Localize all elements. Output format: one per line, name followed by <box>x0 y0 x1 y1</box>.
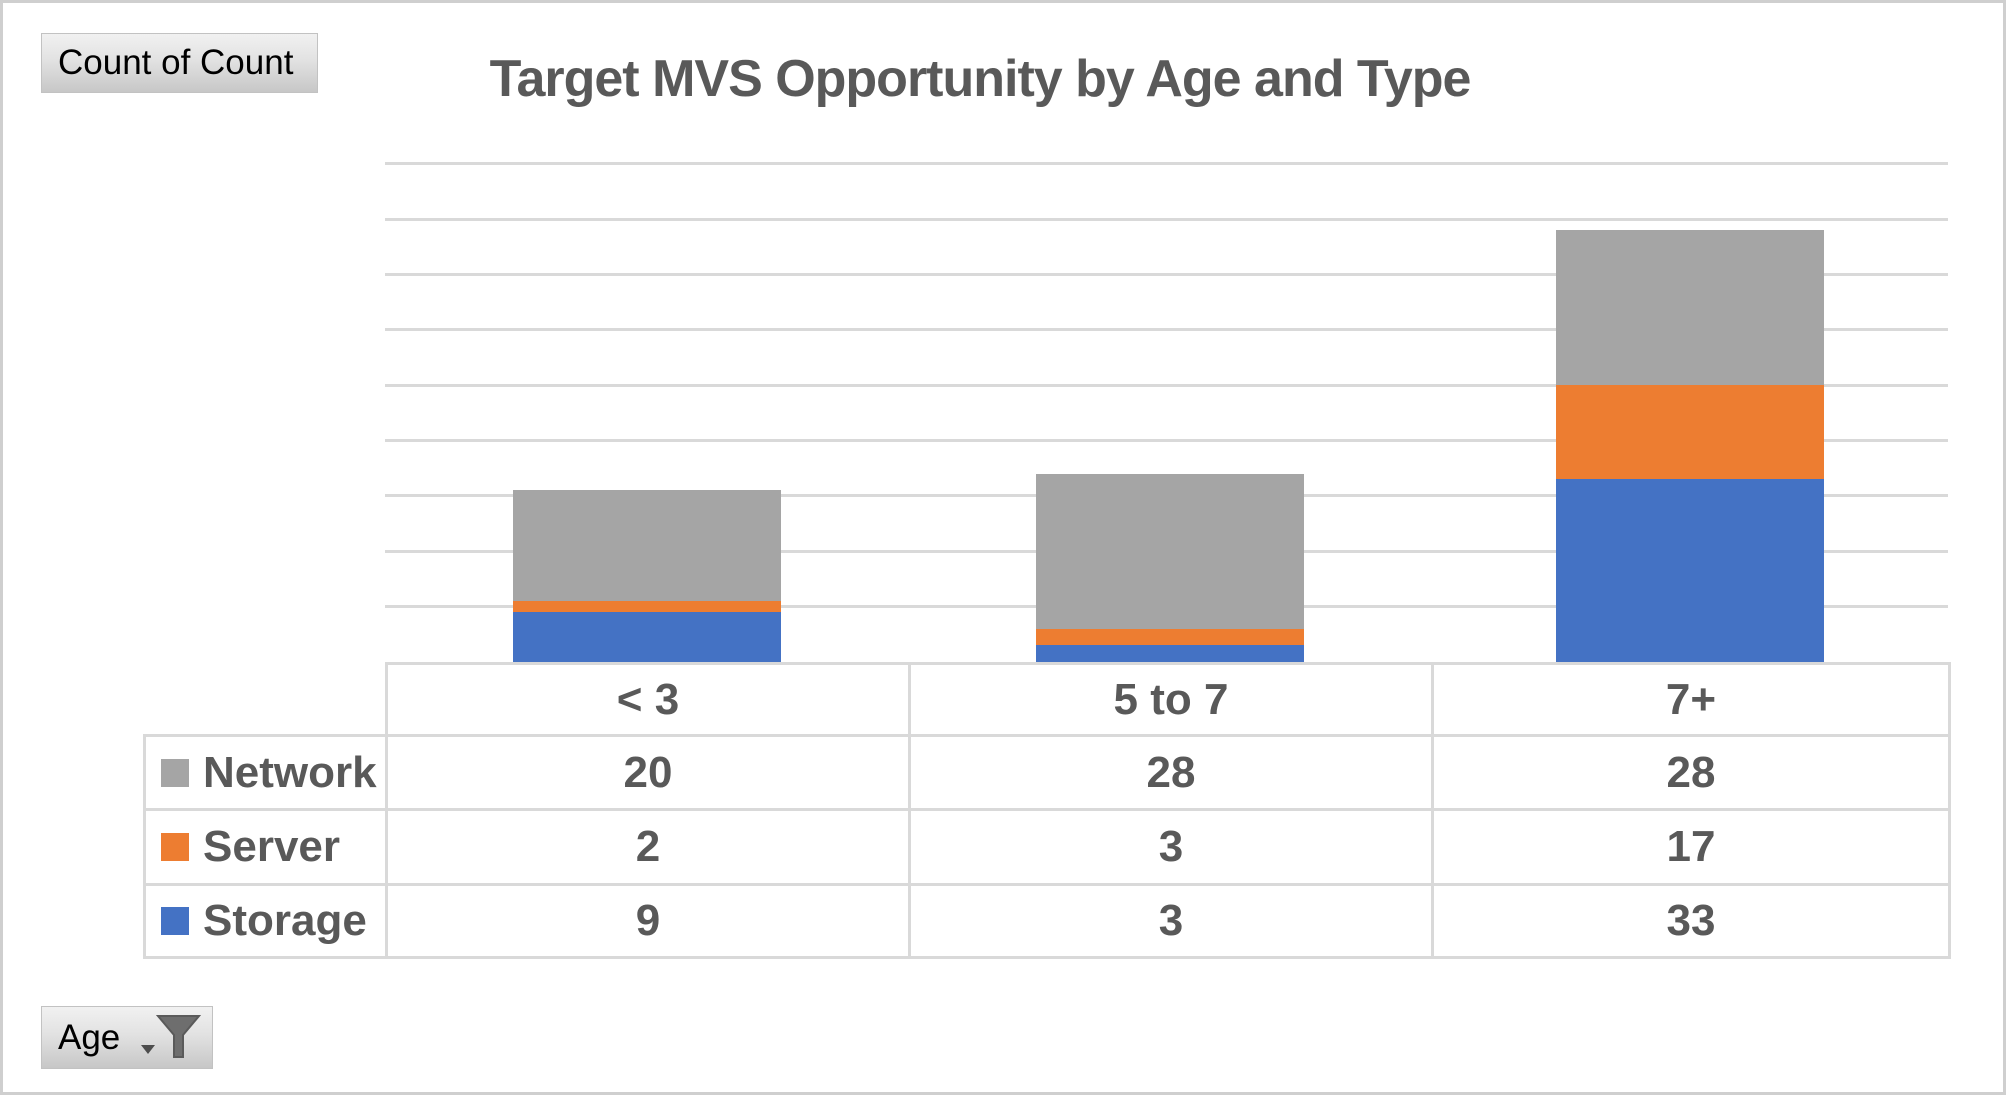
gridline-50 <box>385 383 1948 387</box>
table-vline <box>1431 662 1434 959</box>
bar-segment-server-3[interactable] <box>1555 385 1824 480</box>
table-hline <box>143 956 1951 959</box>
table-hline <box>143 883 1951 886</box>
gridline-60 <box>385 328 1948 332</box>
value-cell-server-3: 17 <box>1666 822 1716 871</box>
legend-swatch-network <box>161 758 189 787</box>
value-field-label: Count of Count <box>58 43 294 82</box>
bar-segment-network-2[interactable] <box>1035 473 1304 629</box>
value-cell-storage-1: 9 <box>635 896 661 945</box>
table-hline <box>385 662 1951 665</box>
gridline-70 <box>385 273 1948 277</box>
bar-segment-storage-1[interactable] <box>512 612 781 662</box>
value-cell-storage-2: 3 <box>1158 896 1184 945</box>
table-vline <box>908 662 911 959</box>
legend-item-storage: Storage <box>146 886 385 956</box>
table-hline <box>143 734 1951 737</box>
filter-funnel-icon <box>156 1015 201 1058</box>
value-cell-network-3: 28 <box>1666 747 1716 797</box>
legend-item-network: Network <box>146 737 385 808</box>
table-vline <box>1948 662 1951 959</box>
value-cell-network-1: 20 <box>623 747 673 797</box>
table-vline <box>385 662 388 959</box>
chart-title: Target MVS Opportunity by Age and Type <box>489 50 1472 108</box>
category-header-3: 7+ <box>1665 674 1717 724</box>
category-header-1: < 3 <box>616 674 680 724</box>
gridline-80 <box>385 217 1948 221</box>
category-header-2: 5 to 7 <box>1113 674 1229 724</box>
legend-swatch-server <box>161 833 189 861</box>
axis-field-label: Age <box>58 1017 121 1057</box>
gridline-40 <box>385 439 1948 443</box>
table-hline <box>143 808 1951 811</box>
bar-segment-server-1[interactable] <box>512 601 781 613</box>
value-cell-network-2: 28 <box>1146 747 1196 797</box>
axis-field-button[interactable]: Age <box>41 1006 213 1069</box>
legend-label: Server <box>203 822 341 871</box>
legend-label: Storage <box>203 896 367 945</box>
bar-segment-storage-2[interactable] <box>1035 645 1304 662</box>
value-cell-storage-3: 33 <box>1666 896 1716 945</box>
bar-segment-storage-3[interactable] <box>1555 479 1824 662</box>
legend-swatch-storage <box>161 907 189 935</box>
legend-label: Network <box>203 747 377 797</box>
bar-segment-network-3[interactable] <box>1555 230 1824 386</box>
value-cell-server-2: 3 <box>1158 822 1184 871</box>
table-vline <box>143 734 146 959</box>
gridline-90 <box>385 162 1948 166</box>
chevron-down-icon <box>141 1045 155 1054</box>
bar-segment-network-1[interactable] <box>512 490 781 602</box>
value-field-button[interactable]: Count of Count <box>41 33 318 93</box>
legend-item-server: Server <box>146 811 385 883</box>
value-cell-server-1: 2 <box>635 822 661 871</box>
bar-segment-server-2[interactable] <box>1035 628 1304 646</box>
